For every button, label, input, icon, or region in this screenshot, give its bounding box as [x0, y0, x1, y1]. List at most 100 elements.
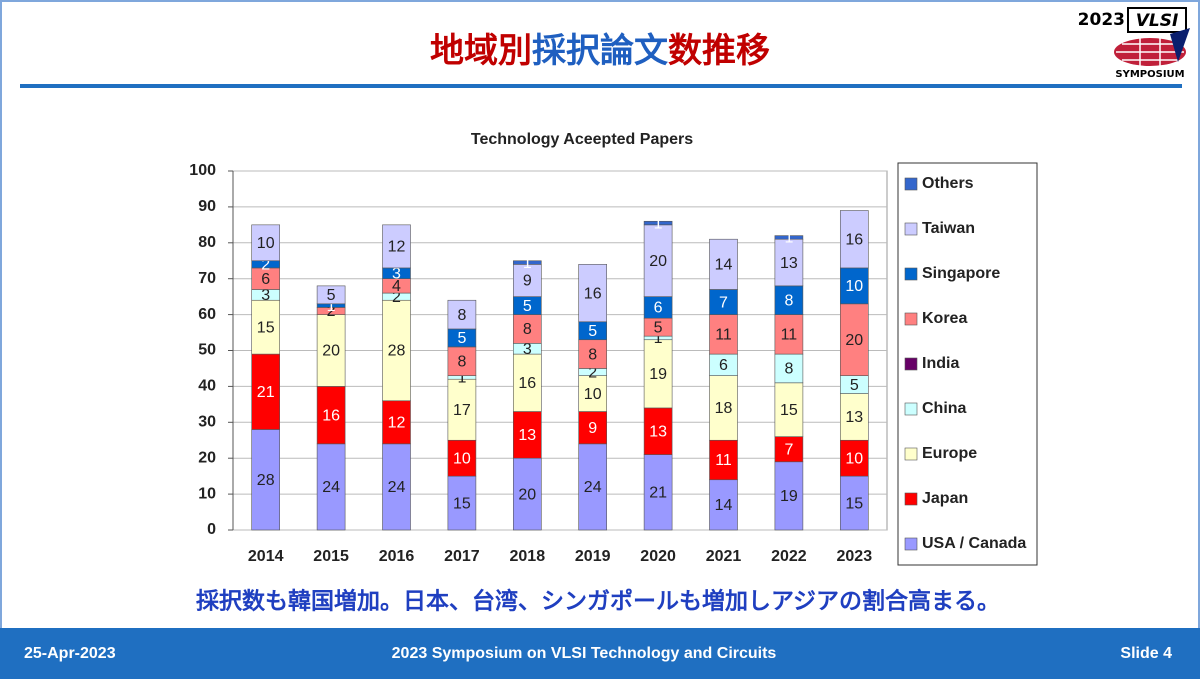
legend-swatch — [904, 447, 918, 461]
data-label: 12 — [388, 415, 406, 432]
data-label: 21 — [649, 485, 667, 502]
bar-segment — [774, 285, 804, 315]
data-label: 10 — [453, 450, 471, 467]
slide-title: 地域別採択論文数推移 — [430, 31, 770, 71]
data-label: 15 — [845, 495, 863, 512]
logo-sub: SYMPOSIUM — [1115, 69, 1184, 80]
data-label: 6 — [719, 357, 728, 374]
data-label: 10 — [584, 386, 602, 403]
data-label: 16 — [584, 285, 602, 302]
bar-segment — [251, 299, 280, 355]
data-label: 19 — [649, 366, 667, 383]
bar-segment — [839, 267, 869, 305]
legend-label: Taiwan — [922, 220, 975, 237]
data-label: 13 — [649, 423, 667, 440]
data-label: 24 — [322, 479, 340, 496]
data-label: 5 — [850, 377, 859, 394]
data-label: 8 — [457, 307, 466, 324]
bar-segment — [512, 264, 542, 297]
bar-segment — [382, 299, 411, 402]
data-label: 15 — [780, 402, 798, 419]
legend-swatch — [904, 492, 918, 506]
data-label: 18 — [715, 400, 733, 417]
bar-segment — [316, 443, 346, 531]
bar-segment — [774, 461, 804, 531]
bar-segment — [839, 475, 869, 531]
caption: 採択数も韓国増加。日本、台湾、シンガポールも増加しアジアの割合高まる。 — [196, 588, 1000, 615]
data-label: 1 — [784, 230, 793, 247]
data-label: 14 — [715, 257, 733, 274]
data-label: 13 — [845, 409, 863, 426]
data-label: 2 — [261, 257, 270, 274]
bar-segment — [709, 238, 738, 290]
y-tick-label: 30 — [198, 414, 216, 431]
data-label: 28 — [257, 472, 275, 489]
y-tick-label: 90 — [198, 198, 216, 215]
data-label: 11 — [715, 327, 732, 344]
data-label: 12 — [388, 239, 406, 256]
data-label: 21 — [257, 384, 275, 401]
bar-segment — [839, 303, 869, 376]
bar-segment — [774, 436, 804, 463]
data-label: 13 — [518, 427, 536, 444]
bar-segment — [774, 235, 804, 240]
data-label: 14 — [715, 497, 733, 514]
bar-segment — [512, 353, 542, 412]
data-label: 5 — [523, 298, 532, 315]
data-label: 1 — [654, 215, 663, 232]
legend-label: China — [922, 400, 967, 417]
data-label: 7 — [784, 441, 793, 458]
bar-segment — [578, 339, 608, 369]
legend-swatch — [904, 267, 918, 281]
data-label: 16 — [518, 375, 536, 392]
data-label: 15 — [257, 319, 275, 336]
bar-segment — [316, 285, 346, 305]
title-part: 数推移 — [668, 31, 770, 71]
data-label: 13 — [780, 255, 798, 272]
legend-swatch — [904, 222, 918, 236]
x-tick-label: 2018 — [510, 548, 546, 565]
data-label: 3 — [523, 341, 532, 358]
legend-swatch — [904, 357, 918, 371]
data-label: 7 — [719, 294, 728, 311]
legend-label: India — [922, 355, 959, 372]
data-label: 1 — [654, 330, 663, 347]
data-label: 10 — [845, 278, 863, 295]
bar-segment — [447, 475, 477, 531]
bar-segment — [251, 353, 280, 430]
title-part: 採択論文 — [532, 31, 668, 71]
footer-slide: Slide 4 — [1120, 645, 1172, 662]
data-label: 20 — [649, 253, 667, 270]
data-label: 6 — [654, 300, 663, 317]
bar-segment — [578, 411, 608, 445]
bar-segment — [578, 443, 608, 531]
bar-segment — [512, 260, 542, 265]
bar-segment — [643, 339, 673, 409]
bar-segment — [382, 443, 411, 531]
x-tick-label: 2020 — [640, 548, 676, 565]
legend-label: Japan — [922, 490, 968, 507]
legend-swatch — [904, 312, 918, 326]
bar-segment — [316, 386, 346, 445]
bar-segment — [447, 346, 477, 376]
data-label: 1 — [523, 255, 532, 272]
data-label: 8 — [784, 361, 793, 378]
legend-label: USA / Canada — [922, 535, 1026, 552]
data-label: 15 — [453, 495, 471, 512]
bar-segment — [839, 210, 869, 269]
legend-label: Europe — [922, 445, 977, 462]
bar-segment — [839, 393, 869, 441]
footer-event: 2023 Symposium on VLSI Technology and Ci… — [392, 645, 777, 662]
data-label: 8 — [784, 292, 793, 309]
data-label: 20 — [322, 343, 340, 360]
bar-segment — [643, 224, 673, 297]
bar-segment — [578, 375, 608, 412]
bar-segment — [774, 353, 804, 384]
x-tick-label: 2019 — [575, 548, 611, 565]
legend-box — [897, 162, 1038, 566]
legend-swatch — [904, 537, 918, 551]
legend-swatch — [904, 402, 918, 416]
logo-grid — [1116, 38, 1184, 66]
data-label: 28 — [388, 343, 406, 360]
